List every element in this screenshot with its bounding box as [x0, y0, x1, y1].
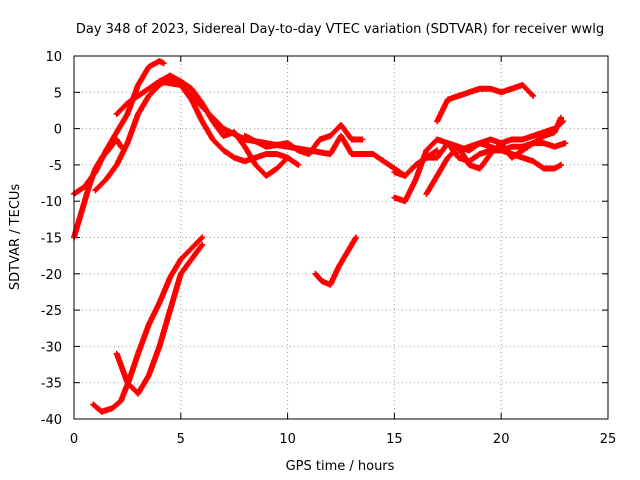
data-series — [113, 241, 206, 397]
data-point-markers — [90, 234, 206, 415]
data-series — [455, 118, 567, 154]
y-tick-label: -30 — [41, 340, 62, 355]
data-series — [312, 234, 359, 288]
y-axis-label: SDTVAR / TECUs — [8, 184, 23, 291]
y-tick-label: 5 — [54, 86, 62, 101]
data-series — [391, 140, 564, 179]
x-tick-label: 5 — [177, 432, 185, 447]
y-tick-label: -25 — [41, 304, 62, 319]
data-points — [71, 58, 569, 415]
y-tick-label: -35 — [41, 377, 62, 392]
data-series — [90, 234, 206, 415]
x-tick-label: 15 — [386, 432, 403, 447]
data-point-markers — [113, 241, 206, 397]
x-tick-label: 0 — [70, 432, 78, 447]
data-series — [241, 122, 366, 157]
plot-frame — [73, 55, 609, 420]
data-point-markers — [241, 122, 366, 157]
x-tick-labels: 0 5 10 15 20 25 — [70, 432, 616, 447]
data-point-markers — [434, 82, 537, 125]
x-axis-label: GPS time / hours — [286, 459, 395, 474]
x-tick-label: 20 — [493, 432, 510, 447]
data-series — [423, 114, 564, 197]
grid — [74, 56, 608, 419]
data-point-markers — [423, 114, 564, 197]
chart-title: Day 348 of 2023, Sidereal Day-to-day VTE… — [76, 22, 604, 37]
data-series — [434, 82, 537, 125]
data-point-markers — [391, 140, 564, 179]
x-tick-label: 10 — [279, 432, 296, 447]
y-tick-label: -5 — [49, 159, 62, 174]
y-tick-label: 0 — [54, 123, 62, 138]
data-series — [71, 58, 167, 197]
data-point-markers — [455, 118, 567, 154]
y-tick-label: -15 — [41, 232, 62, 247]
data-point-markers — [312, 234, 359, 288]
y-tick-label: -10 — [41, 195, 62, 210]
y-tick-label: -40 — [41, 413, 62, 428]
y-tick-labels: -40 -35 -30 -25 -20 -15 -10 -5 0 5 10 — [41, 50, 62, 428]
data-point-markers — [71, 58, 167, 197]
y-tick-label: 10 — [45, 50, 62, 65]
x-tick-label: 25 — [600, 432, 617, 447]
y-tick-label: -20 — [41, 268, 62, 283]
